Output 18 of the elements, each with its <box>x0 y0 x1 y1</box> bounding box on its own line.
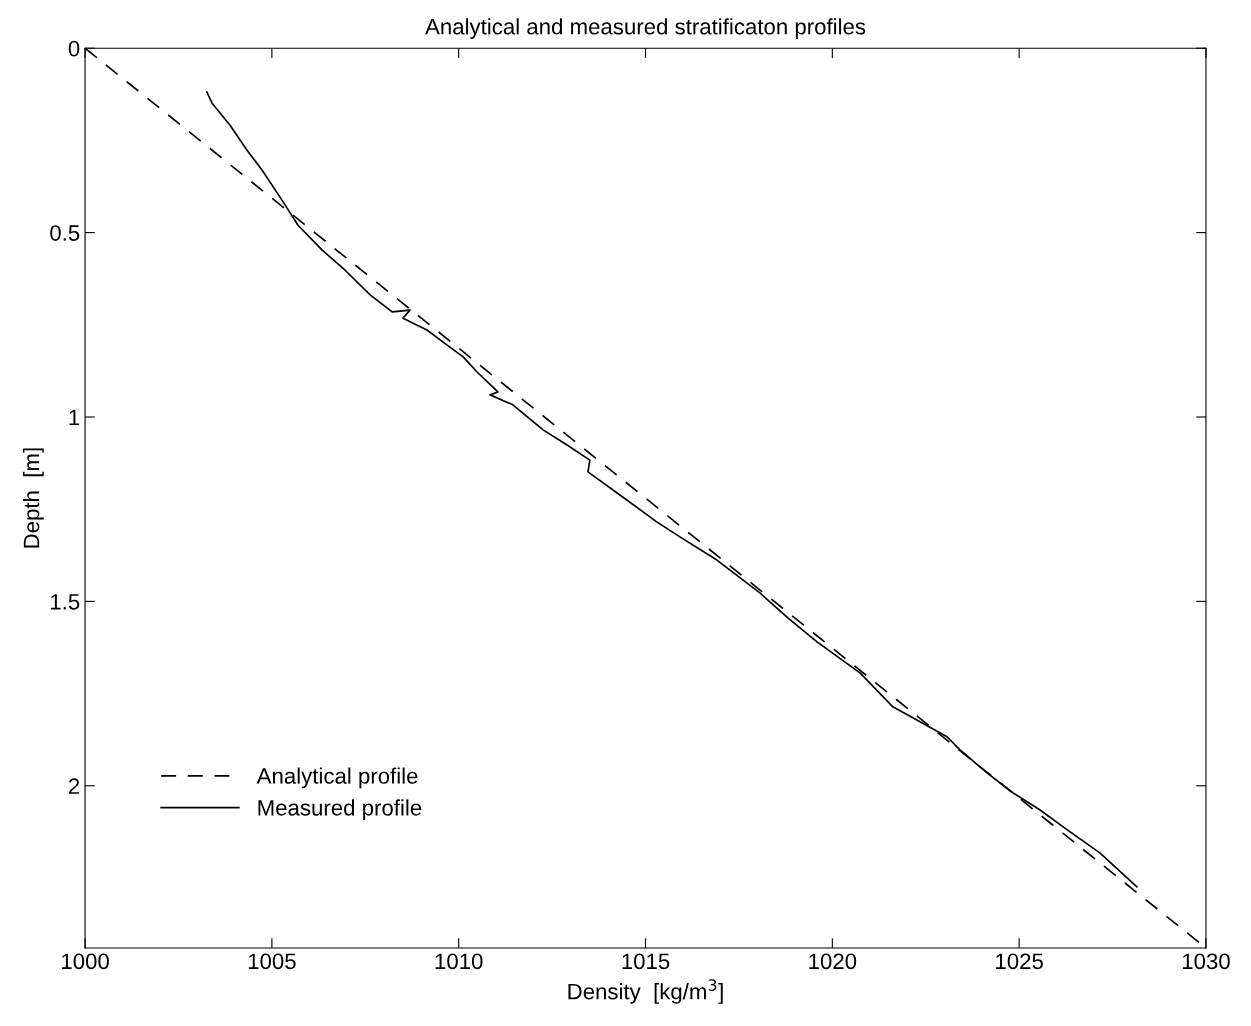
legend-label: Measured profile <box>258 799 422 821</box>
line-series <box>206 91 1138 888</box>
x-axis-title: Density [kg/m$^{3}$] <box>568 979 723 1004</box>
y-tick-label: 0 <box>68 40 80 57</box>
legend-label: Analytical profile <box>256 767 418 789</box>
x-tick-label: 1000 <box>62 953 109 970</box>
y-tick-label: 0.5 <box>50 225 80 241</box>
x-tick-label: 1025 <box>996 953 1043 970</box>
y-tick-label: 2 <box>68 778 80 794</box>
y-tick-label: 1.5 <box>51 594 80 610</box>
y-axis-title: Depth [m] <box>23 448 44 548</box>
x-tick-label: 1015 <box>622 953 670 970</box>
x-tick-label: 1030 <box>1182 953 1230 970</box>
chart-title: Analytical and measured stratificaton profiles <box>425 18 866 39</box>
x-tick-label: 1020 <box>809 953 857 970</box>
x-tick-label: 1010 <box>435 953 483 970</box>
y-tick-label: 1 <box>69 409 80 426</box>
x-tick-label: 1005 <box>248 953 296 970</box>
